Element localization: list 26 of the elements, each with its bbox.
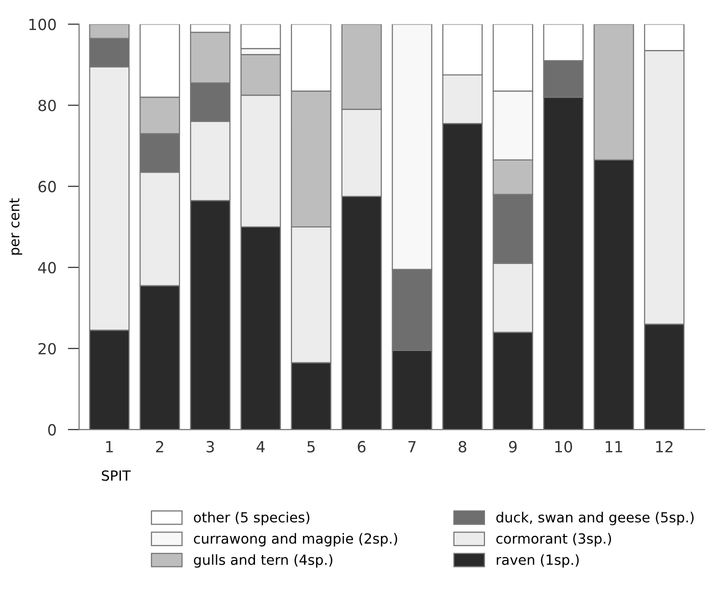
legend-label: gulls and tern (4sp.) xyxy=(194,554,332,568)
y-tick-label: 20 xyxy=(38,342,56,354)
y-tick-label: 80 xyxy=(38,100,56,112)
x-tick-label: 3 xyxy=(206,440,214,452)
x-tick-label: 6 xyxy=(358,440,366,452)
y-tick-label: 0 xyxy=(48,424,56,436)
x-tick-label: 8 xyxy=(458,440,466,452)
y-tick-label: 40 xyxy=(38,262,56,274)
legend-label: raven (1sp.) xyxy=(496,554,579,568)
legend-label: other (5 species) xyxy=(194,512,310,526)
x-axis-title: SPIT xyxy=(102,470,131,481)
x-tick-label: 11 xyxy=(606,441,622,452)
x-tick-label: 7 xyxy=(408,441,416,452)
x-tick-label: 10 xyxy=(555,440,572,452)
legend-label: cormorant (3sp.) xyxy=(496,533,612,546)
legend-label: currawong and magpie (2sp.) xyxy=(194,533,398,546)
x-tick-label: 12 xyxy=(656,440,672,452)
x-tick-label: 5 xyxy=(307,441,315,452)
x-tick-label: 9 xyxy=(509,440,517,452)
y-tick-label: 100 xyxy=(29,18,56,30)
x-tick-label: 2 xyxy=(156,440,164,452)
legend-label: duck, swan and geese (5sp.) xyxy=(496,512,694,526)
y-axis-title: per cent xyxy=(10,198,22,255)
x-tick-label: 4 xyxy=(256,441,265,452)
x-tick-label: 1 xyxy=(106,441,113,452)
y-tick-label: 60 xyxy=(38,180,56,192)
